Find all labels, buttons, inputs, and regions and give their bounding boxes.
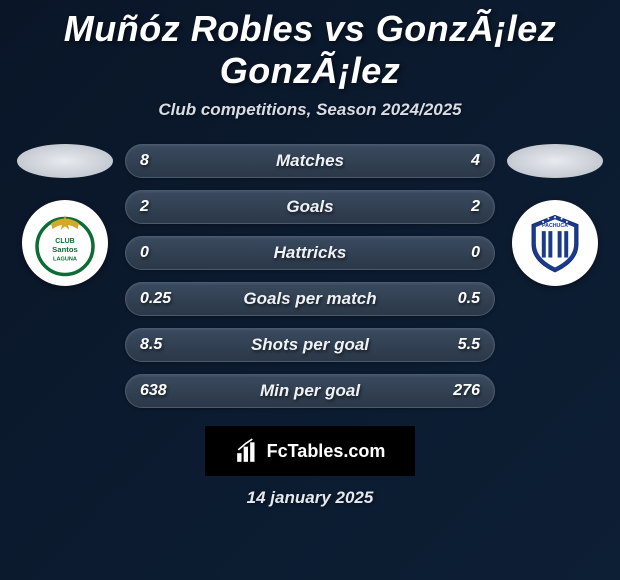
stat-right-value: 0: [436, 244, 480, 262]
stat-label: Hattricks: [184, 243, 436, 263]
stat-row: 0.25 Goals per match 0.5: [125, 282, 495, 316]
stat-label: Matches: [184, 151, 436, 171]
stat-label: Min per goal: [184, 381, 436, 401]
stats-column: 8 Matches 4 2 Goals 2 0 Hattricks 0 0.25…: [125, 144, 495, 408]
club-logo-left: CLUB Santos LAGUNA: [22, 200, 108, 286]
comparison-date: 14 january 2025: [0, 488, 620, 508]
stat-right-value: 5.5: [436, 336, 480, 354]
svg-text:Santos: Santos: [52, 245, 78, 254]
comparison-subtitle: Club competitions, Season 2024/2025: [0, 100, 620, 120]
svg-text:CLUB: CLUB: [55, 238, 74, 245]
stat-row: 2 Goals 2: [125, 190, 495, 224]
player-left-silhouette: [17, 144, 113, 178]
club-logo-right: PACHUCA: [512, 200, 598, 286]
pachuca-logo-icon: PACHUCA: [522, 210, 588, 276]
stat-left-value: 8.5: [140, 336, 184, 354]
stat-row: 8 Matches 4: [125, 144, 495, 178]
svg-text:PACHUCA: PACHUCA: [542, 223, 568, 229]
stat-label: Shots per goal: [184, 335, 436, 355]
chart-icon: [235, 438, 261, 464]
stat-right-value: 2: [436, 198, 480, 216]
stat-left-value: 2: [140, 198, 184, 216]
stat-left-value: 638: [140, 382, 184, 400]
stat-right-value: 276: [436, 382, 480, 400]
stat-label: Goals: [184, 197, 436, 217]
stat-right-value: 4: [436, 152, 480, 170]
player-left-column: CLUB Santos LAGUNA: [15, 144, 115, 286]
comparison-title: Muñóz Robles vs GonzÃ¡lez GonzÃ¡lez: [0, 8, 620, 92]
stat-row: 638 Min per goal 276: [125, 374, 495, 408]
stat-row: 0 Hattricks 0: [125, 236, 495, 270]
stat-row: 8.5 Shots per goal 5.5: [125, 328, 495, 362]
branding-badge: FcTables.com: [205, 426, 415, 476]
stat-left-value: 0.25: [140, 290, 184, 308]
santos-logo-icon: CLUB Santos LAGUNA: [30, 208, 100, 278]
player-right-column: PACHUCA: [505, 144, 605, 286]
stat-right-value: 0.5: [436, 290, 480, 308]
player-right-silhouette: [507, 144, 603, 178]
stat-left-value: 0: [140, 244, 184, 262]
svg-text:LAGUNA: LAGUNA: [53, 257, 77, 263]
stat-label: Goals per match: [184, 289, 436, 309]
stat-left-value: 8: [140, 152, 184, 170]
comparison-body: CLUB Santos LAGUNA 8 Matches 4 2 Goals 2…: [0, 144, 620, 408]
branding-text: FcTables.com: [267, 441, 386, 462]
